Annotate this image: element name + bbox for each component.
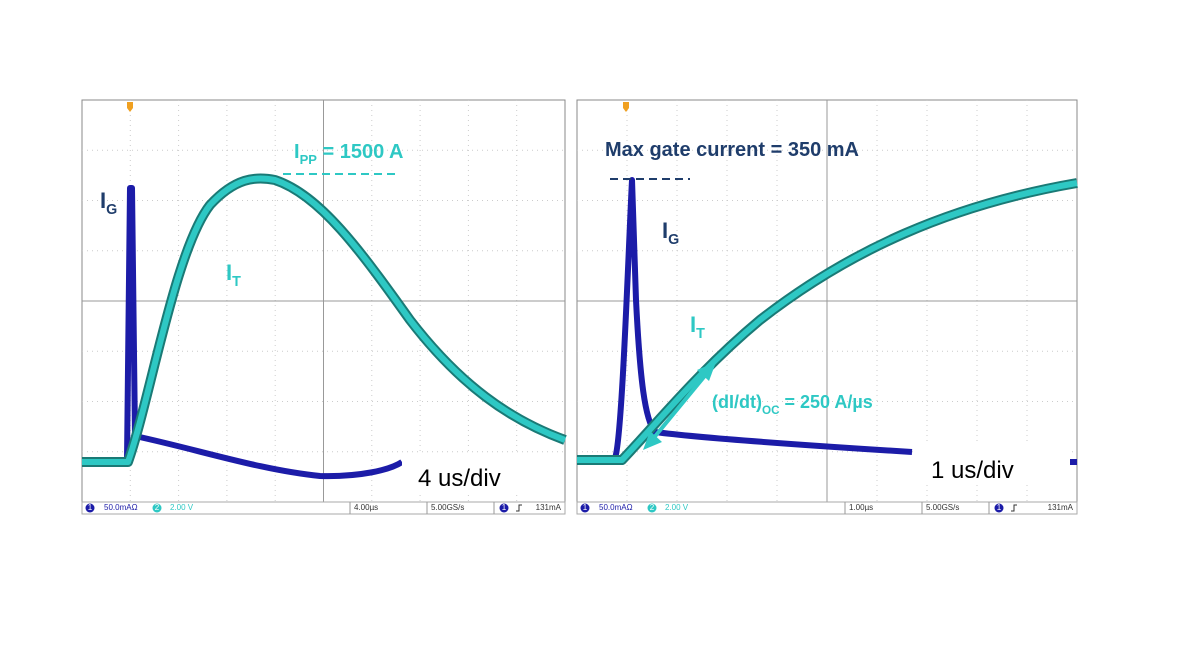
trigger-marker (127, 102, 133, 112)
channel-number: 1 (88, 503, 93, 512)
trigger-slope-icon (1011, 504, 1017, 512)
current-label-main: I (226, 260, 232, 285)
gate-current-trace (577, 177, 1077, 465)
timebase-box (915, 445, 1070, 485)
trigger-slope-icon (516, 504, 522, 512)
ch1-scale: 50.0mAΩ (104, 503, 138, 512)
channel-badge (85, 503, 95, 513)
timebase-box (402, 455, 522, 495)
current-label-sub: T (696, 326, 705, 342)
channel-number: 1 (583, 503, 588, 512)
arrow-head (697, 362, 716, 381)
trigger-marker (623, 102, 629, 112)
ch2-scale: 2.00 V (170, 503, 194, 512)
channel-badge (994, 503, 1004, 513)
arrow-head (643, 431, 662, 450)
channel-number: 2 (155, 503, 160, 512)
trigger-level: 131mA (1048, 503, 1074, 512)
annotation-sub: OC (762, 404, 780, 417)
annotation: IPP = 1500 A (294, 141, 403, 167)
current-label: IT (226, 260, 241, 290)
terminal-current-trace (577, 180, 1078, 463)
gate-label-sub: G (106, 202, 117, 218)
slope-arrow (650, 370, 710, 442)
annotation-rest: = 250 A/µs (780, 392, 873, 412)
current-label-main: I (690, 312, 696, 337)
annotation-main: (dI/dt) (712, 392, 762, 412)
trigger-level: 131mA (536, 503, 562, 512)
terminal-current-trace (82, 175, 567, 465)
channel-number: 1 (502, 503, 507, 512)
sample-rate: 5.00GS/s (431, 503, 464, 512)
annotation-main: I (294, 141, 300, 163)
timebase-label: 1 us/div (931, 457, 1014, 484)
annotation-rest: = 1500 A (317, 141, 404, 163)
channel-badge (647, 503, 657, 513)
channel-badge (152, 503, 162, 513)
channel-badge (499, 503, 509, 513)
annotation-sub: PP (300, 152, 318, 167)
channel-number: 2 (650, 503, 655, 512)
gate-label: IG (662, 218, 679, 248)
channel-number: 1 (997, 503, 1002, 512)
gate-label-sub: G (668, 232, 679, 248)
sample-rate: 5.00GS/s (926, 503, 959, 512)
gate-label: IG (100, 188, 117, 218)
timebase-label: 4 us/div (418, 465, 501, 492)
channel-badge (580, 503, 590, 513)
status-bar (81, 501, 566, 515)
current-label-sub: T (232, 274, 241, 290)
current-label: IT (690, 312, 705, 342)
status-bar (576, 501, 1078, 515)
ch1-scale: 50.0mAΩ (599, 503, 633, 512)
gate-label-main: I (662, 218, 668, 243)
gate-label-main: I (100, 188, 106, 213)
annotation: (dI/dt)OC = 250 A/µs (712, 392, 873, 417)
ch2-scale: 2.00 V (665, 503, 689, 512)
timebase-value: 4.00µs (354, 503, 378, 512)
timebase-value: 1.00µs (849, 503, 873, 512)
panel-title: Max gate current = 350 mA (605, 139, 859, 161)
